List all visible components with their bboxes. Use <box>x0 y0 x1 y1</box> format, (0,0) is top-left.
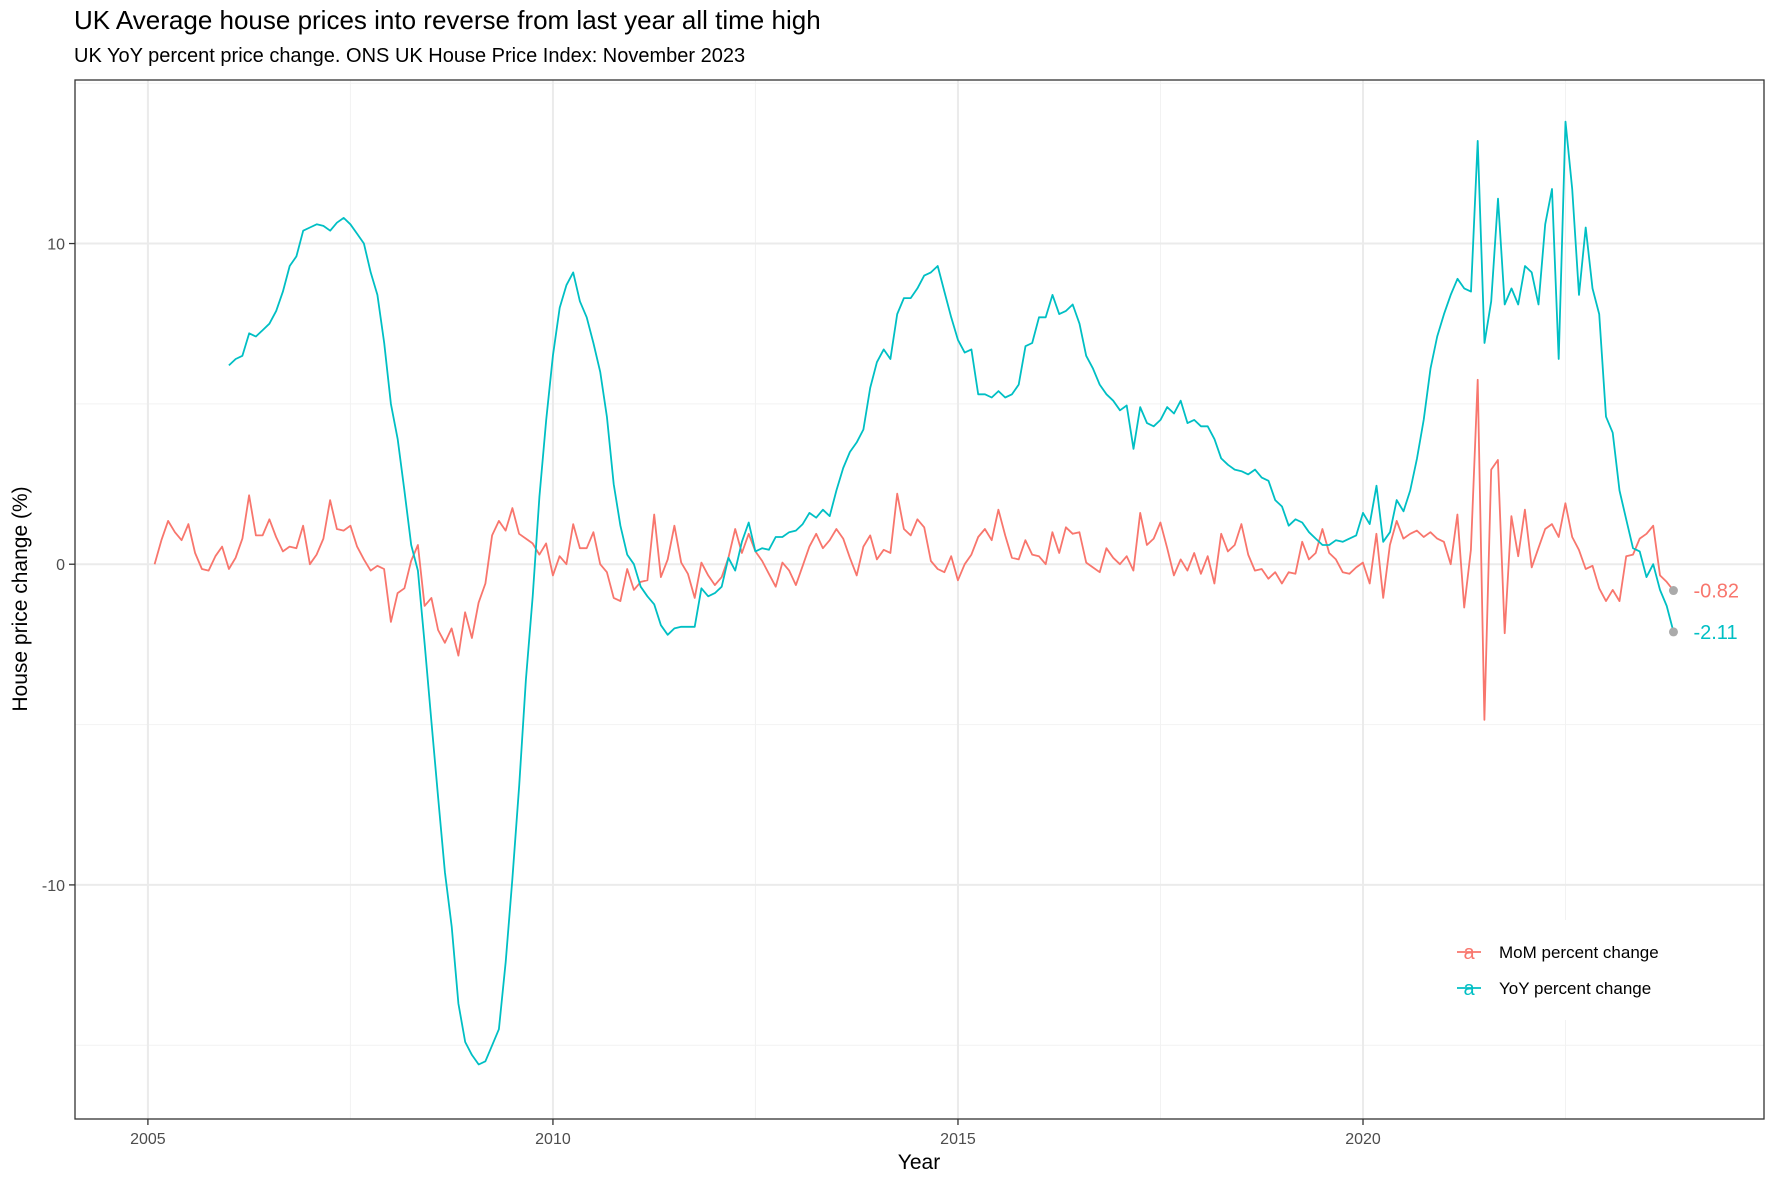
y-axis-title: House price change (%) <box>9 486 32 711</box>
legend-key-glyph-yoy: a <box>1463 978 1475 1000</box>
chart-title: UK Average house prices into reverse fro… <box>74 5 821 35</box>
plot-panel-border <box>74 79 1765 1120</box>
legend-key-glyph-mom: a <box>1463 942 1475 964</box>
x-tick-label: 2020 <box>1345 1131 1381 1148</box>
x-axis-title: Year <box>898 1151 940 1174</box>
legend-label-yoy: YoY percent change <box>1499 979 1651 998</box>
end-value-label-yoy: -2.11 <box>1693 622 1737 644</box>
legend-label-mom: MoM percent change <box>1499 943 1659 962</box>
y-tick-label: 0 <box>56 557 65 574</box>
end-point-marker-mom <box>1668 586 1678 596</box>
y-tick-label: -10 <box>42 878 65 895</box>
series-line-mom <box>153 378 1675 721</box>
x-tick-label: 2010 <box>535 1131 571 1148</box>
legend: a MoM percent change a YoY percent chang… <box>1430 920 1700 1020</box>
legend-background <box>1430 920 1700 1020</box>
x-tick-label: 2015 <box>940 1131 976 1148</box>
x-tick-label: 2005 <box>130 1131 166 1148</box>
y-tick-label: 10 <box>47 237 65 254</box>
end-value-label-mom: -0.82 <box>1693 581 1739 603</box>
grid-lines <box>75 80 1764 1119</box>
series-lines: -0.82 -2.11 <box>153 120 1739 1066</box>
y-axis-ticks: -10 0 10 <box>42 237 75 895</box>
end-point-marker-yoy <box>1668 627 1678 637</box>
x-axis-ticks: 2005 2010 2015 2020 <box>130 1119 1381 1148</box>
chart-subtitle: UK YoY percent price change. ONS UK Hous… <box>74 45 745 67</box>
series-line-yoy <box>228 120 1675 1066</box>
